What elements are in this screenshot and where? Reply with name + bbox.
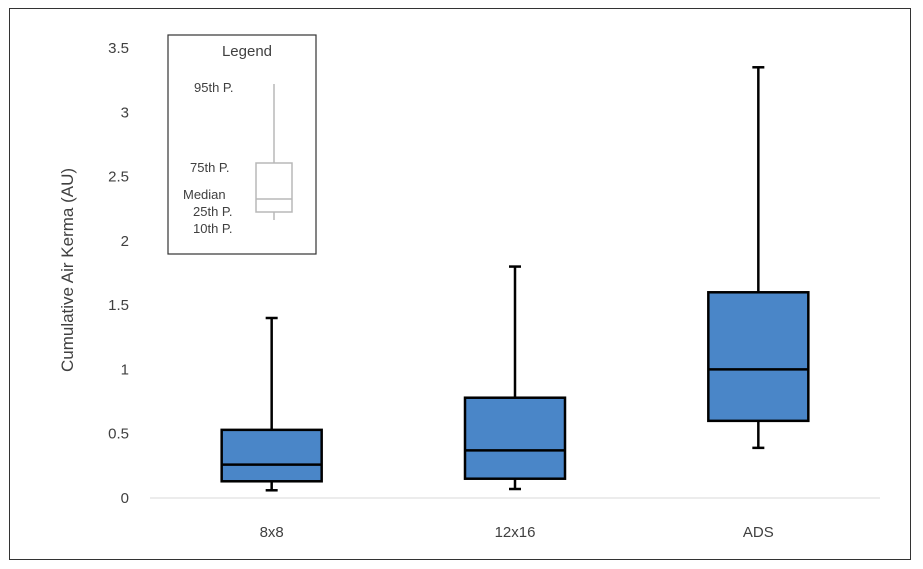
y-tick-label: 3.5 bbox=[108, 40, 129, 57]
box-iqr bbox=[220, 428, 323, 483]
chart-frame bbox=[9, 8, 911, 560]
x-tick-label: ADS bbox=[743, 524, 774, 541]
y-tick-label: 0.5 bbox=[108, 426, 129, 443]
legend-label-p95: 95th P. bbox=[194, 80, 234, 95]
y-axis: 0 0.5 1 1.5 2 2.5 3 3.5 bbox=[108, 40, 129, 507]
legend-sample-box bbox=[255, 162, 293, 213]
box-iqr bbox=[463, 396, 567, 480]
x-tick-label: 12x16 bbox=[495, 524, 536, 541]
legend-label-p75: 75th P. bbox=[190, 160, 230, 175]
legend-box bbox=[167, 34, 317, 255]
x-tick-label: 8x8 bbox=[260, 524, 284, 541]
x-axis: 8x8 12x16 ADS bbox=[150, 497, 880, 541]
y-axis-title: Cumulative Air Kerma (AU) bbox=[58, 168, 77, 372]
y-tick-label: 0 bbox=[121, 490, 129, 507]
legend-title: Legend bbox=[222, 43, 272, 60]
legend-label-p10: 10th P. bbox=[193, 221, 233, 236]
box-3 bbox=[707, 66, 810, 450]
y-tick-label: 2 bbox=[121, 233, 129, 250]
box-iqr bbox=[707, 291, 810, 423]
box-2 bbox=[463, 265, 567, 491]
legend: Legend 95th P. 75th P. Median 25th P. 10… bbox=[167, 34, 317, 255]
legend-label-median: Median bbox=[183, 187, 226, 202]
y-tick-label: 3 bbox=[121, 104, 129, 121]
legend-label-p25: 25th P. bbox=[193, 204, 233, 219]
box-1 bbox=[220, 316, 323, 492]
y-tick-label: 2.5 bbox=[108, 169, 129, 186]
y-tick-label: 1 bbox=[121, 361, 129, 378]
box-plot-series bbox=[220, 66, 810, 492]
y-tick-label: 1.5 bbox=[108, 297, 129, 314]
